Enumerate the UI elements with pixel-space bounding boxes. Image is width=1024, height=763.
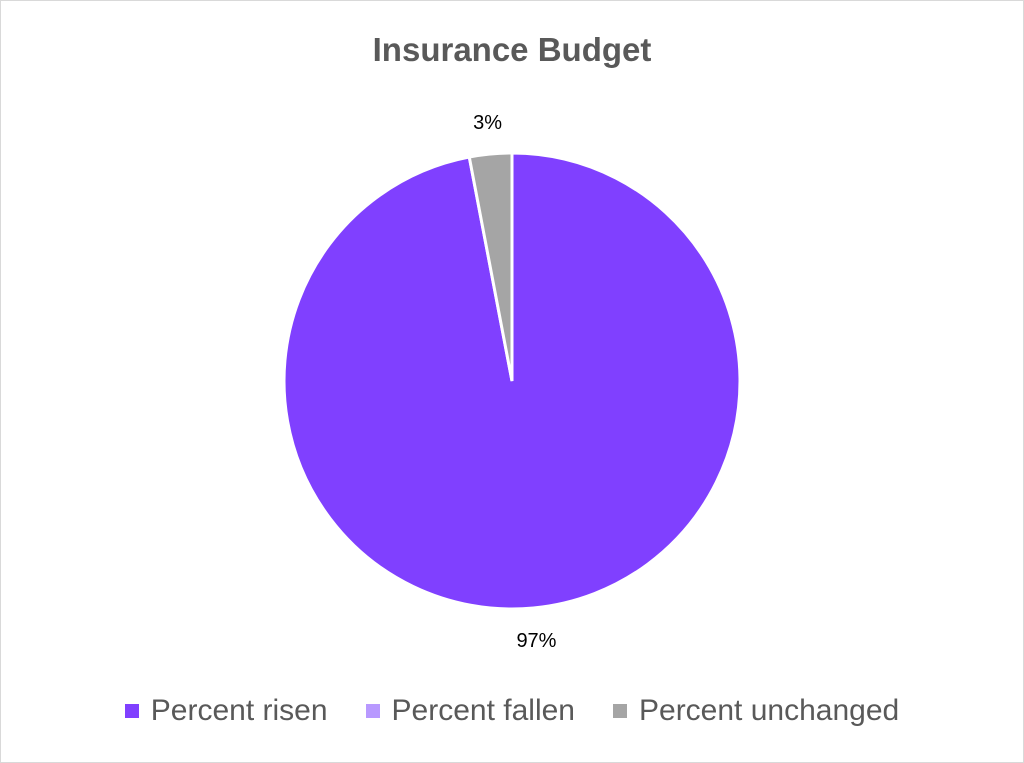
chart-title: Insurance Budget xyxy=(372,31,652,68)
data-label: 97% xyxy=(516,630,556,652)
legend-item: Percent risen xyxy=(124,694,328,728)
legend-label: Percent fallen xyxy=(391,694,575,727)
legend-label: Percent risen xyxy=(150,694,328,727)
data-label: 3% xyxy=(473,112,502,134)
legend-item: Percent fallen xyxy=(365,694,575,728)
legend-swatch xyxy=(613,704,627,718)
legend-item: Percent unchanged xyxy=(613,694,899,728)
legend-swatch xyxy=(365,704,380,718)
legend-label: Percent unchanged xyxy=(639,694,900,727)
legend: Percent risen Percent fallen Percent uncha… xyxy=(1,694,1023,728)
pie-slice-percent-unchanged xyxy=(467,151,514,382)
legend-swatch xyxy=(124,704,139,718)
